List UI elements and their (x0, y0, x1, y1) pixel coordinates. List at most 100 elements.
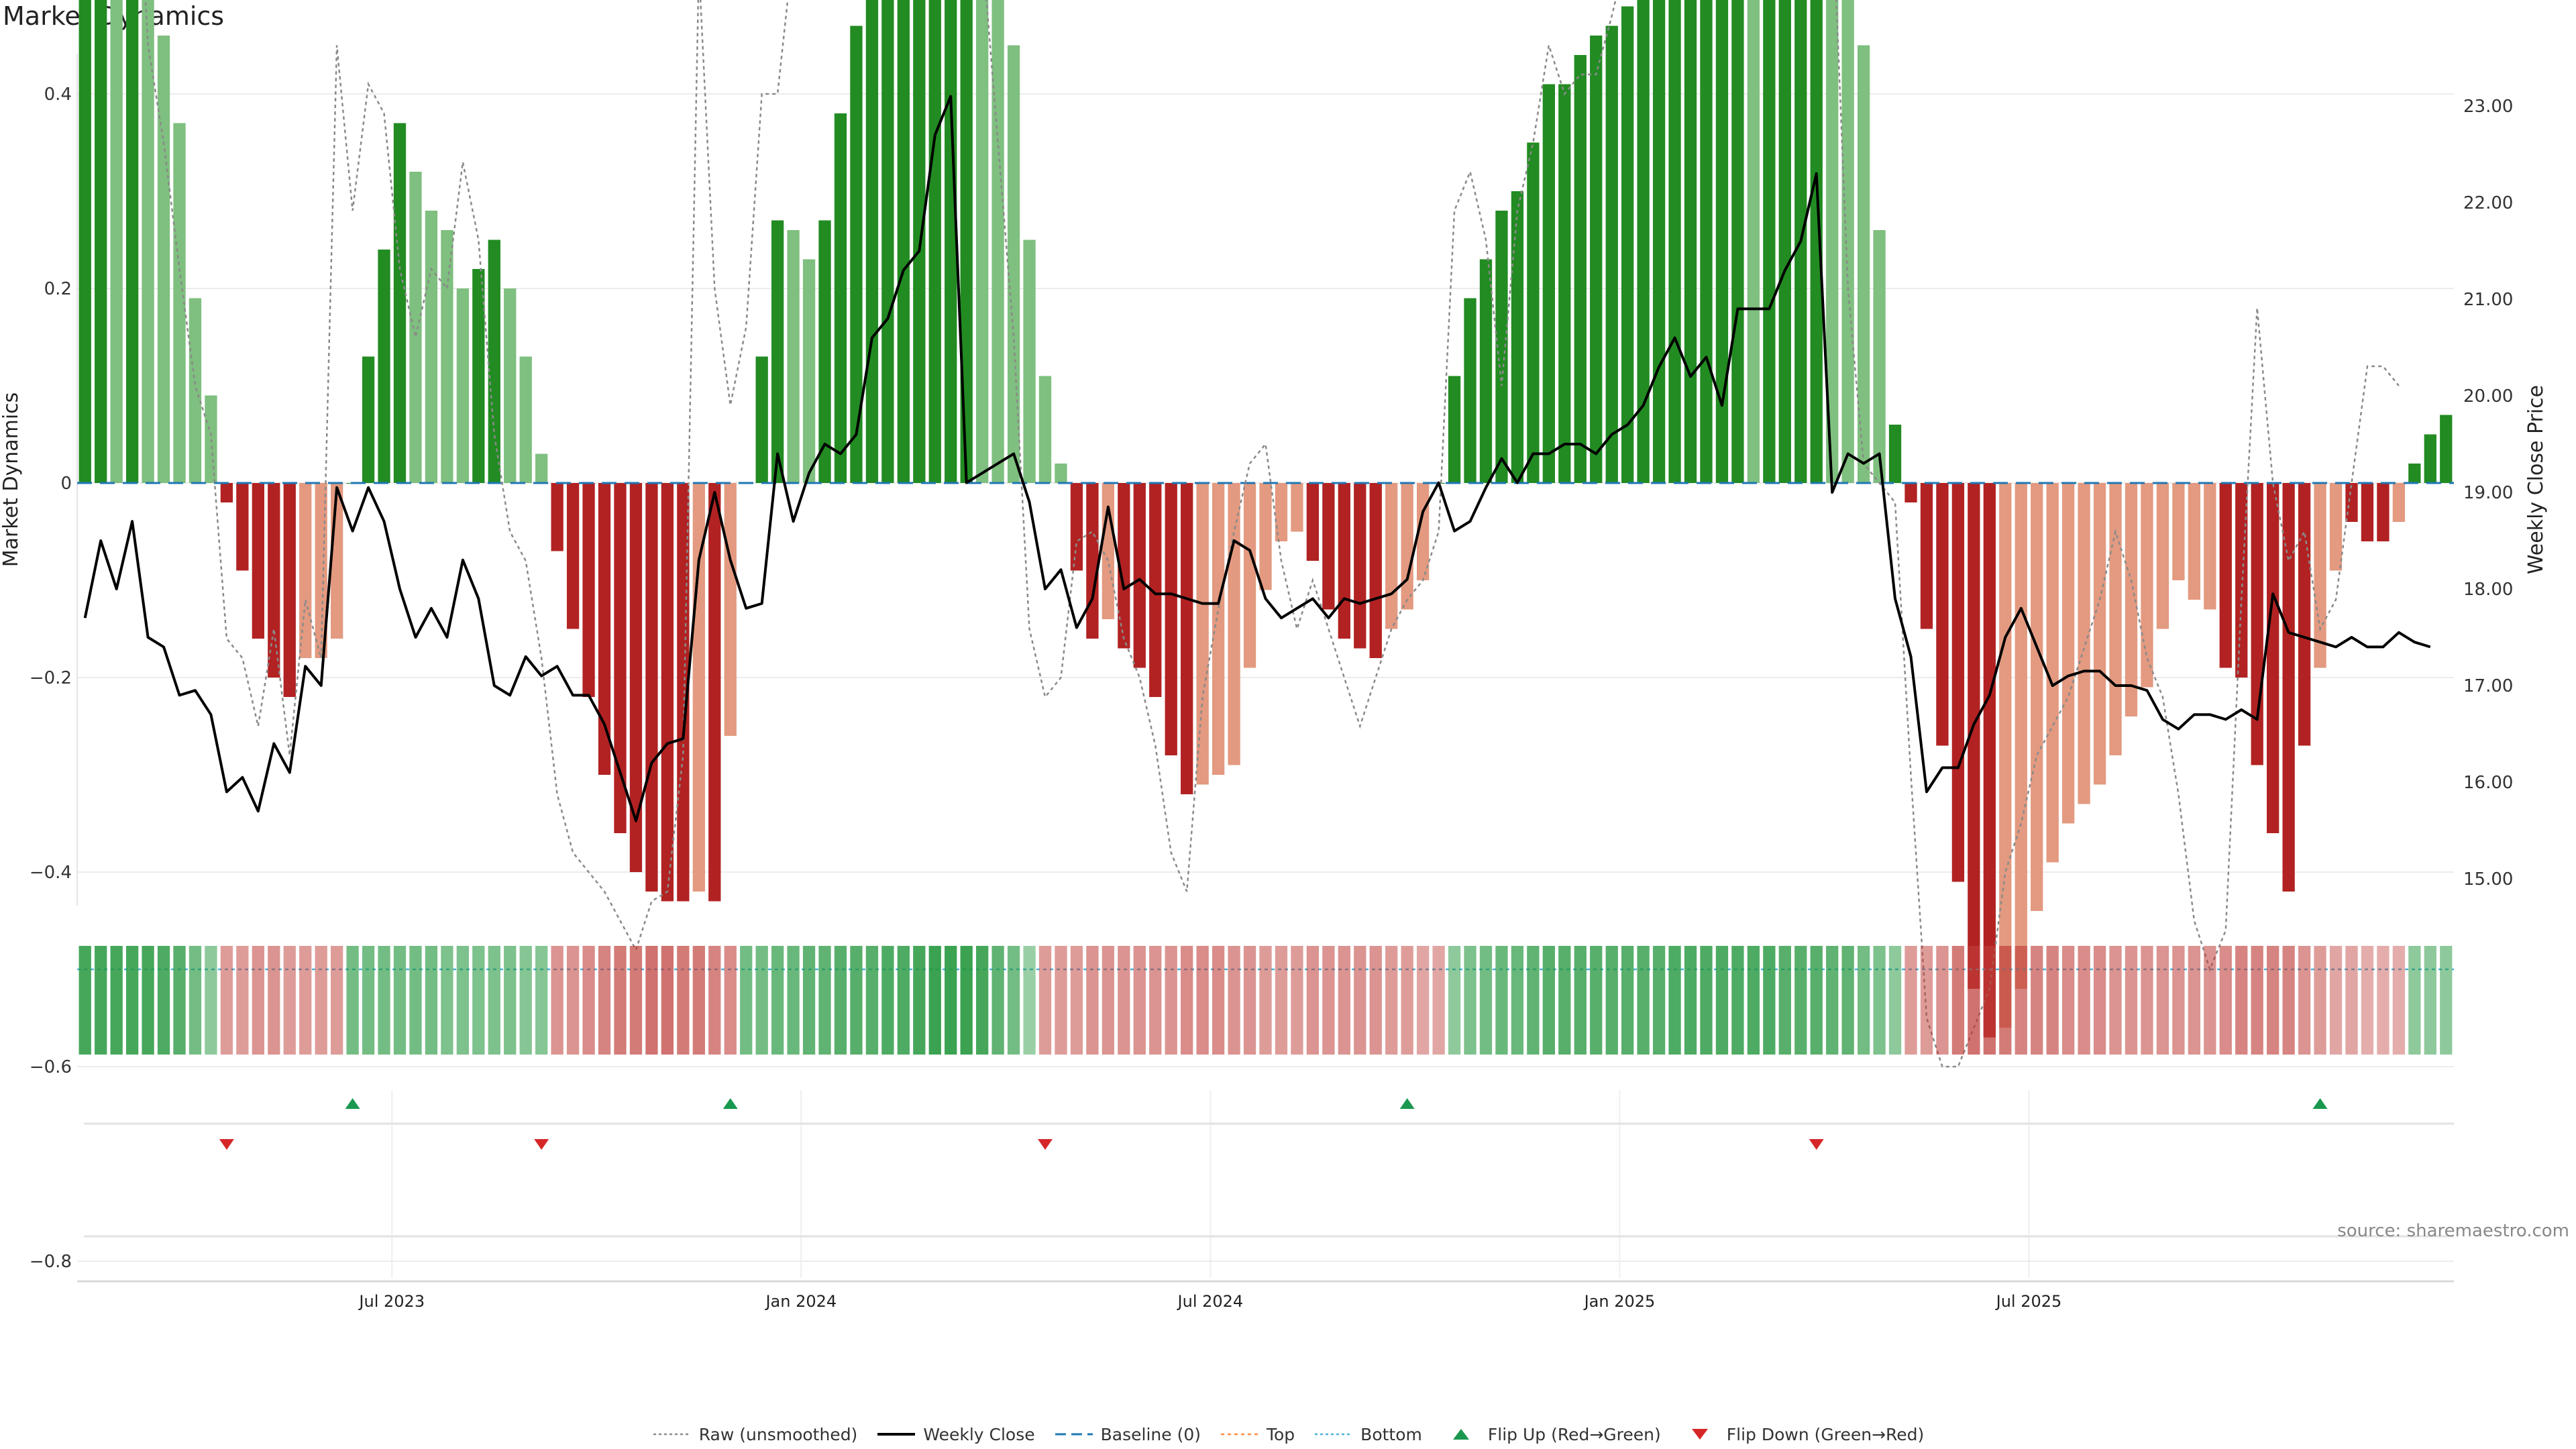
dynamics-bar (755, 356, 768, 483)
dynamics-bar (1621, 6, 1634, 483)
dynamics-bar (928, 0, 941, 483)
regime-strip-cell (78, 946, 91, 1055)
regime-strip-cell (1181, 946, 1193, 1055)
regime-strip-cell (125, 946, 139, 1055)
legend-item-raw: Raw (unsmoothed) (652, 1425, 857, 1444)
dynamics-bar (1873, 230, 1886, 483)
regime-strip-cell (1637, 946, 1650, 1055)
regime-strip-cell (1873, 946, 1886, 1055)
regime-strip-cell (1479, 946, 1493, 1055)
dynamics-bar (598, 483, 611, 775)
regime-strip-cell (1149, 946, 1162, 1055)
dynamics-bar (362, 356, 375, 483)
dynamics-bar (315, 483, 327, 658)
legend-label: Flip Down (Green→Red) (1726, 1424, 1925, 1444)
flip-up-marker (722, 1098, 738, 1109)
regime-strip-cell (2141, 946, 2153, 1055)
dynamics-bar (268, 483, 280, 678)
regime-strip-cell (2046, 946, 2059, 1055)
dynamics-bar (2251, 483, 2263, 765)
regime-strip-cell (1322, 946, 1335, 1055)
legend-swatch-bottom (1315, 1433, 1353, 1436)
regime-strip-cell (157, 946, 170, 1055)
regime-strip-cell (535, 946, 548, 1055)
dynamics-bar (504, 288, 517, 483)
regime-strip-cell (598, 946, 611, 1055)
dynamics-bar (1448, 376, 1461, 483)
dynamics-bar (2204, 483, 2216, 610)
regime-strip-cell (551, 946, 564, 1055)
dynamics-bar (1102, 483, 1115, 619)
dynamics-bar (1826, 0, 1839, 483)
regime-strip-cell (330, 946, 343, 1055)
regime-strip-cell (393, 946, 407, 1055)
weekly-close-line (83, 95, 2431, 822)
dynamics-bar (1369, 483, 1382, 658)
dynamics-bar (1605, 25, 1618, 483)
dynamics-bar (78, 0, 91, 483)
flip-down-marker (1809, 1139, 1824, 1150)
y2-tick-label: 20.00 (2463, 386, 2513, 407)
dynamics-bar (2141, 483, 2153, 688)
dynamics-bar (1778, 0, 1791, 483)
dynamics-bar (283, 483, 296, 697)
regime-strip-cell (472, 946, 485, 1055)
regime-strip-cell (1464, 946, 1477, 1055)
regime-strip-cell (1086, 946, 1099, 1055)
regime-strip-cell (95, 946, 107, 1055)
dynamics-bar (850, 25, 863, 483)
regime-strip-cell (205, 946, 217, 1055)
dynamics-bar (236, 483, 249, 571)
regime-strip-cell (425, 946, 438, 1055)
regime-strip-cell (2109, 946, 2122, 1055)
dynamics-bar (1668, 0, 1681, 483)
regime-strip-cell (409, 946, 422, 1055)
regime-strip-cell (1668, 946, 1681, 1055)
dynamics-bar (2015, 483, 2027, 989)
dynamics-bar (661, 483, 674, 902)
regime-strip-cell (173, 946, 186, 1055)
regime-strip-cell (850, 946, 863, 1055)
legend-swatch-baseline (1055, 1433, 1093, 1436)
regime-strip-cell (1731, 946, 1744, 1055)
regime-strip-cell (110, 946, 123, 1055)
dynamics-bar (2188, 483, 2201, 600)
y-tick-label: 0 (60, 474, 72, 494)
x-tick-label: Jul 2024 (1177, 1292, 1244, 1311)
dynamics-bar (1181, 483, 1193, 794)
regime-strip-cell (1857, 946, 1870, 1055)
regime-strip-cell (960, 946, 973, 1055)
dynamics-bar (1228, 483, 1240, 765)
dynamics-bar (1983, 483, 1996, 1038)
dynamics-bar (299, 483, 312, 658)
y-tick-label: −0.4 (30, 863, 72, 883)
dynamics-bar (2424, 434, 2436, 483)
regime-strip-cell (2015, 946, 2027, 1055)
y-tick-label: −0.8 (30, 1252, 72, 1272)
dynamics-bar (787, 230, 800, 483)
regime-strip-cell (2377, 946, 2390, 1055)
dynamics-bar (1086, 483, 1099, 639)
regime-strip-cell (1700, 946, 1713, 1055)
regime-strip-cell (945, 946, 957, 1055)
dynamics-bar (220, 483, 233, 502)
regime-strip-cell (645, 946, 658, 1055)
regime-strip-cell (1338, 946, 1350, 1055)
regime-strip-cell (2314, 946, 2326, 1055)
legend-label: Baseline (0) (1100, 1424, 1201, 1444)
dynamics-bar (945, 0, 957, 483)
regime-strip-cell (2078, 946, 2090, 1055)
regime-strip-cell (1715, 946, 1729, 1055)
regime-strip-cell (1038, 946, 1052, 1055)
dynamics-bar (519, 356, 532, 483)
regime-strip-cell (441, 946, 453, 1055)
dynamics-bar (1951, 483, 1965, 882)
regime-strip-cell (582, 946, 595, 1055)
dynamics-bar (1338, 483, 1350, 639)
regime-strip-cell (2298, 946, 2311, 1055)
dynamics-bar (142, 0, 154, 483)
dynamics-bar (2267, 483, 2279, 833)
y-tick-label: 0.2 (44, 279, 72, 299)
y2-tick-label: 19.00 (2463, 483, 2513, 503)
